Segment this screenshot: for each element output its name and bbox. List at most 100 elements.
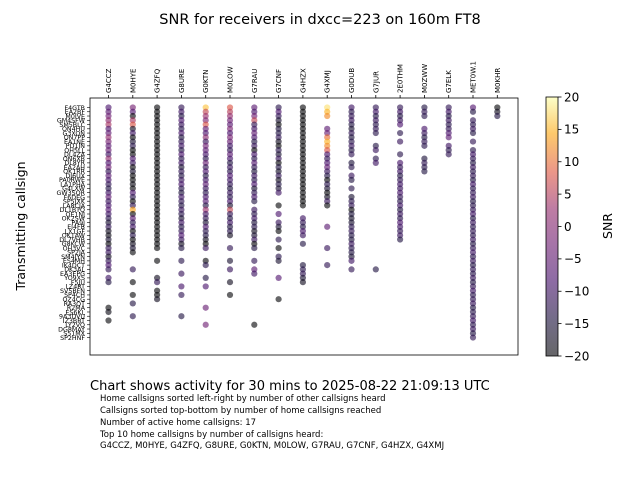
- snr-point: [372, 117, 379, 124]
- snr-point: [178, 134, 185, 141]
- snr-point: [348, 257, 355, 264]
- snr-point: [129, 189, 136, 196]
- snr-point: [226, 164, 234, 171]
- snr-point: [154, 206, 161, 213]
- snr-point: [251, 134, 258, 141]
- snr-point: [275, 147, 282, 154]
- snr-point: [275, 164, 282, 171]
- snr-point: [275, 210, 282, 218]
- y-tick-label: EA2AH: [64, 164, 86, 171]
- snr-point: [469, 308, 477, 316]
- snr-point: [154, 142, 161, 149]
- snr-point: [299, 223, 306, 230]
- snr-point: [445, 147, 452, 154]
- snr-point: [299, 172, 306, 179]
- snr-point: [129, 151, 136, 158]
- snr-point: [129, 121, 136, 128]
- snr-point: [324, 198, 331, 205]
- snr-point: [105, 232, 112, 239]
- snr-point: [202, 223, 209, 230]
- snr-point: [154, 198, 161, 205]
- y-tick-label: ON6XB: [63, 156, 85, 163]
- snr-point: [421, 142, 428, 149]
- y-tick-label: OK1AW: [62, 233, 86, 240]
- y-tick-label: F4GTB: [65, 105, 85, 112]
- snr-point: [251, 321, 258, 328]
- snr-point: [372, 155, 379, 162]
- snr-point: [275, 296, 282, 303]
- snr-point: [324, 164, 331, 171]
- snr-point: [129, 176, 136, 184]
- snr-point: [178, 112, 185, 120]
- snr-point: [397, 185, 404, 192]
- snr-point: [154, 210, 161, 218]
- snr-point: [397, 202, 404, 209]
- snr-point: [154, 287, 161, 294]
- y-tick-label: GM4SFW: [57, 118, 86, 125]
- snr-point: [348, 223, 355, 230]
- snr-point: [469, 317, 477, 324]
- snr-point: [299, 155, 306, 162]
- snr-point: [469, 279, 477, 286]
- snr-point: [226, 181, 234, 188]
- snr-point: [445, 134, 452, 141]
- snr-point: [397, 206, 404, 213]
- snr-point: [251, 185, 258, 192]
- snr-point: [129, 117, 136, 124]
- x-tick-label: M0KHR: [494, 68, 502, 93]
- snr-point: [421, 112, 428, 120]
- snr-point: [251, 172, 258, 179]
- snr-point: [226, 125, 234, 132]
- y-tick-label: ES4MH: [63, 258, 85, 265]
- snr-point: [129, 108, 136, 115]
- snr-point: [105, 151, 112, 158]
- snr-point: [154, 129, 161, 137]
- snr-point: [348, 117, 355, 124]
- snr-point: [251, 219, 258, 226]
- snr-point: [299, 168, 306, 175]
- snr-point: [129, 227, 136, 235]
- snr-point: [421, 164, 428, 171]
- snr-point: [397, 108, 404, 115]
- snr-point: [154, 138, 161, 145]
- snr-point: [469, 159, 477, 166]
- snr-point: [178, 164, 185, 171]
- snr-point: [178, 104, 185, 111]
- snr-point: [469, 240, 477, 247]
- y-tick-label: IK4DCT: [62, 262, 85, 269]
- snr-point: [348, 185, 355, 192]
- snr-point: [469, 313, 477, 320]
- snr-point: [129, 159, 136, 166]
- snr-point: [469, 262, 477, 269]
- snr-point: [154, 168, 161, 175]
- snr-point: [397, 176, 404, 184]
- snr-point: [154, 291, 161, 299]
- snr-point: [299, 164, 306, 171]
- snr-point: [397, 104, 404, 111]
- snr-point: [154, 244, 161, 252]
- snr-point: [105, 206, 112, 213]
- y-tick-label: ES6KL: [65, 309, 85, 316]
- snr-point: [421, 129, 428, 137]
- snr-point: [372, 104, 379, 111]
- snr-point: [397, 168, 404, 175]
- snr-point: [397, 151, 404, 158]
- snr-point: [348, 232, 355, 239]
- snr-point: [469, 155, 477, 162]
- y-tick-label: RA3OT: [64, 301, 85, 308]
- snr-point: [154, 108, 161, 115]
- snr-point: [324, 104, 331, 111]
- y-tick-label: EI4FB: [67, 224, 85, 231]
- snr-point: [299, 138, 306, 145]
- snr-point: [299, 147, 306, 154]
- snr-point: [178, 172, 185, 179]
- snr-point: [299, 232, 306, 239]
- x-tick-label: G0DUB: [348, 68, 356, 93]
- snr-point: [469, 129, 477, 137]
- snr-point: [445, 125, 452, 132]
- y-tick-label: SP2HNF: [60, 335, 85, 342]
- snr-point: [202, 121, 209, 128]
- snr-point: [105, 210, 112, 218]
- snr-point: [154, 215, 161, 222]
- snr-point: [226, 279, 234, 286]
